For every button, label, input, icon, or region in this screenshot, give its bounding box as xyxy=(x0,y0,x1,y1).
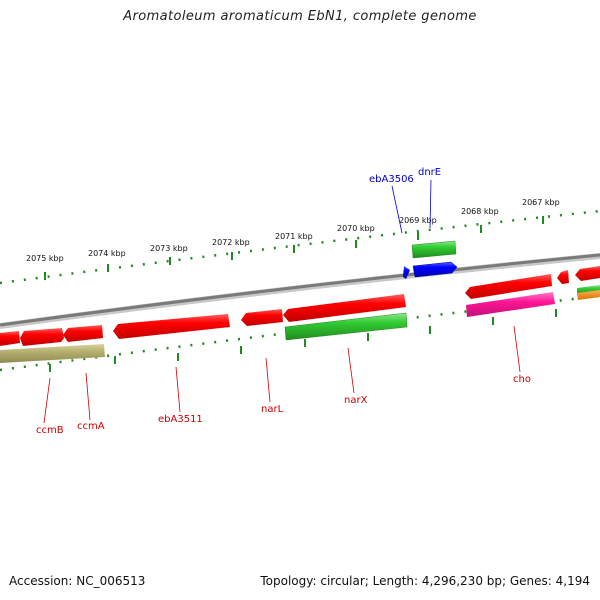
accession-text: Accession: NC_006513 xyxy=(9,574,146,588)
label-ebA3506: ebA3506 xyxy=(369,174,414,185)
scale-label: 2070 kbp xyxy=(337,224,375,233)
scale-label: 2069 kbp xyxy=(399,216,437,225)
scale-label: 2071 kbp xyxy=(275,232,313,241)
scale-label: 2068 kbp xyxy=(461,207,499,216)
genome-summary: Topology: circular; Length: 4,296,230 bp… xyxy=(260,574,590,588)
label-narL: narL xyxy=(261,404,284,415)
scale-label: 2073 kbp xyxy=(150,244,188,253)
feature-ebA3506[interactable] xyxy=(403,266,410,279)
scale-ring-inner xyxy=(0,294,600,372)
label-leaders xyxy=(43,179,521,424)
feature-red-3[interactable] xyxy=(63,325,103,342)
label-ccmA: ccmA xyxy=(77,421,105,432)
feature-red-4[interactable] xyxy=(113,314,230,339)
scale-major-ticks xyxy=(44,216,544,280)
feature-red-8[interactable] xyxy=(557,270,569,284)
feature-narX[interactable] xyxy=(284,312,408,341)
feature-blue-arrow[interactable] xyxy=(412,261,458,278)
scale-major-ticks-inner xyxy=(49,309,557,372)
label-ccmB: ccmB xyxy=(36,425,64,436)
feature-red-1[interactable] xyxy=(0,331,20,346)
scale-label: 2067 kbp xyxy=(522,198,560,207)
label-dnrE: dnrE xyxy=(418,167,441,178)
feature-olive[interactable] xyxy=(0,344,105,363)
scale-label: 2072 kbp xyxy=(212,238,250,247)
scale-ring-outer xyxy=(0,209,600,285)
scale-label: 2074 kbp xyxy=(88,249,126,258)
feature-pink[interactable] xyxy=(466,292,555,317)
feature-dnrE[interactable] xyxy=(411,240,457,259)
feature-orange-edge[interactable] xyxy=(577,290,600,300)
feature-red-2[interactable] xyxy=(20,328,64,346)
feature-red-9[interactable] xyxy=(575,266,600,281)
feature-red-7[interactable] xyxy=(465,274,552,299)
label-ebA3511: ebA3511 xyxy=(158,414,203,425)
label-narX: narX xyxy=(344,395,368,406)
genome-backbone-shade xyxy=(0,253,600,327)
label-cho: cho xyxy=(513,374,531,385)
map-title: Aromatoleum aromaticum EbN1, complete ge… xyxy=(123,9,477,24)
feature-red-5[interactable] xyxy=(241,309,283,326)
feature-red-6[interactable] xyxy=(283,294,406,322)
scale-label: 2075 kbp xyxy=(26,254,64,263)
